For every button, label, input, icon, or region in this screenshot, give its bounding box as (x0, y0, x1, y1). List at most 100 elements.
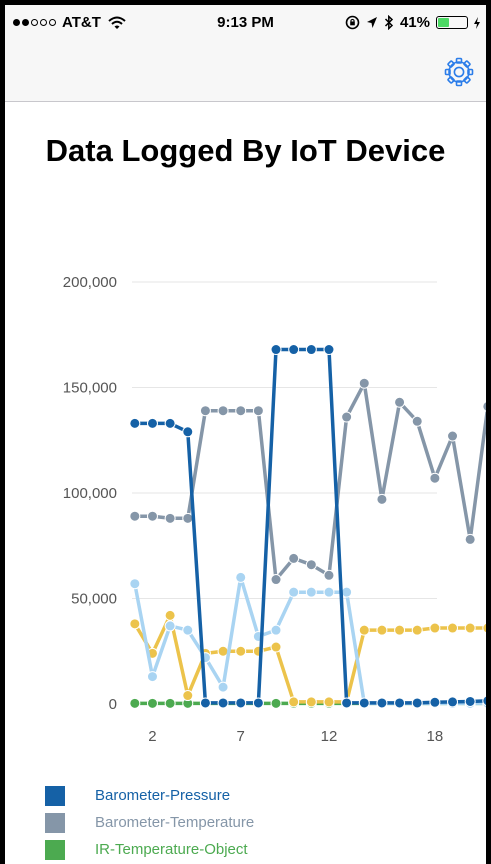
data-point (218, 682, 228, 692)
data-point (465, 534, 475, 544)
data-point (236, 646, 246, 656)
data-point (289, 345, 299, 355)
data-point (306, 560, 316, 570)
data-point (395, 625, 405, 635)
x-tick-label: 12 (321, 728, 338, 745)
data-point (465, 696, 475, 706)
legend-label: Barometer-Pressure (95, 787, 230, 804)
x-tick-label: 18 (427, 728, 444, 745)
data-point (130, 418, 140, 428)
data-point (324, 570, 334, 580)
y-tick-label: 150,000 (63, 380, 117, 397)
data-point (183, 513, 193, 523)
data-point (483, 623, 486, 633)
data-point (412, 698, 422, 708)
data-point (395, 397, 405, 407)
legend-label: IR-Temperature-Object (95, 841, 248, 858)
data-point (200, 698, 210, 708)
data-point (342, 698, 352, 708)
data-point (218, 406, 228, 416)
data-point (412, 625, 422, 635)
data-point (271, 625, 281, 635)
data-point (165, 610, 175, 620)
legend-swatch (45, 786, 65, 806)
data-point (253, 698, 263, 708)
data-point (147, 511, 157, 521)
data-point (448, 431, 458, 441)
orientation-lock-icon (345, 15, 360, 30)
gear-icon[interactable] (443, 56, 475, 88)
data-point (324, 345, 334, 355)
data-point (306, 587, 316, 597)
status-bar: AT&T 9:13 PM 41% (5, 5, 486, 43)
series-line (135, 350, 486, 703)
data-point (130, 698, 140, 708)
chart-title: Data Logged By IoT Device (25, 130, 466, 172)
data-point (130, 579, 140, 589)
data-point (130, 511, 140, 521)
data-point (412, 416, 422, 426)
data-point (306, 345, 316, 355)
data-point (430, 473, 440, 483)
data-point (236, 572, 246, 582)
data-point (183, 691, 193, 701)
data-point (324, 587, 334, 597)
data-point (448, 697, 458, 707)
data-point (183, 625, 193, 635)
legend-item[interactable]: Barometer-Temperature (45, 809, 254, 836)
data-point (377, 625, 387, 635)
legend-swatch (45, 840, 65, 860)
legend-swatch (45, 813, 65, 833)
data-point (289, 697, 299, 707)
data-point (165, 698, 175, 708)
data-point (465, 623, 475, 633)
data-point (395, 698, 405, 708)
data-point (289, 553, 299, 563)
y-tick-label: 0 (109, 696, 117, 713)
data-point (430, 697, 440, 707)
data-point (359, 698, 369, 708)
y-tick-label: 200,000 (63, 274, 117, 291)
data-point (183, 427, 193, 437)
data-point (271, 642, 281, 652)
data-point (324, 697, 334, 707)
data-point (289, 587, 299, 597)
data-point (165, 418, 175, 428)
data-point (253, 406, 263, 416)
data-point (359, 625, 369, 635)
data-point (342, 587, 352, 597)
y-tick-label: 50,000 (71, 591, 117, 608)
navigation-bar (5, 43, 486, 102)
data-point (147, 418, 157, 428)
data-point (271, 345, 281, 355)
data-point (377, 494, 387, 504)
charging-icon (474, 17, 480, 29)
data-point (359, 378, 369, 388)
data-point (147, 672, 157, 682)
data-point (165, 513, 175, 523)
data-point (483, 401, 486, 411)
data-point (165, 621, 175, 631)
chart-legend: Barometer-Pressure Barometer-Temperature I… (45, 782, 254, 864)
x-tick-label: 7 (237, 728, 245, 745)
x-tick-label: 2 (148, 728, 156, 745)
y-tick-label: 100,000 (63, 485, 117, 502)
data-point (306, 697, 316, 707)
legend-item[interactable]: IR-Temperature-Object (45, 836, 254, 863)
data-point (377, 698, 387, 708)
status-right: 41% (345, 14, 480, 31)
battery-level-fill (438, 18, 449, 27)
data-point (342, 412, 352, 422)
bluetooth-icon (384, 15, 394, 30)
data-point (218, 698, 228, 708)
phone-screen: AT&T 9:13 PM 41% (5, 5, 486, 864)
data-point (236, 698, 246, 708)
data-point (430, 623, 440, 633)
data-point (271, 698, 281, 708)
data-point (236, 406, 246, 416)
data-point (130, 619, 140, 629)
legend-label: Barometer-Temperature (95, 814, 254, 831)
legend-item[interactable]: Barometer-Pressure (45, 782, 254, 809)
battery-percent: 41% (400, 14, 430, 31)
battery-icon (436, 16, 468, 29)
